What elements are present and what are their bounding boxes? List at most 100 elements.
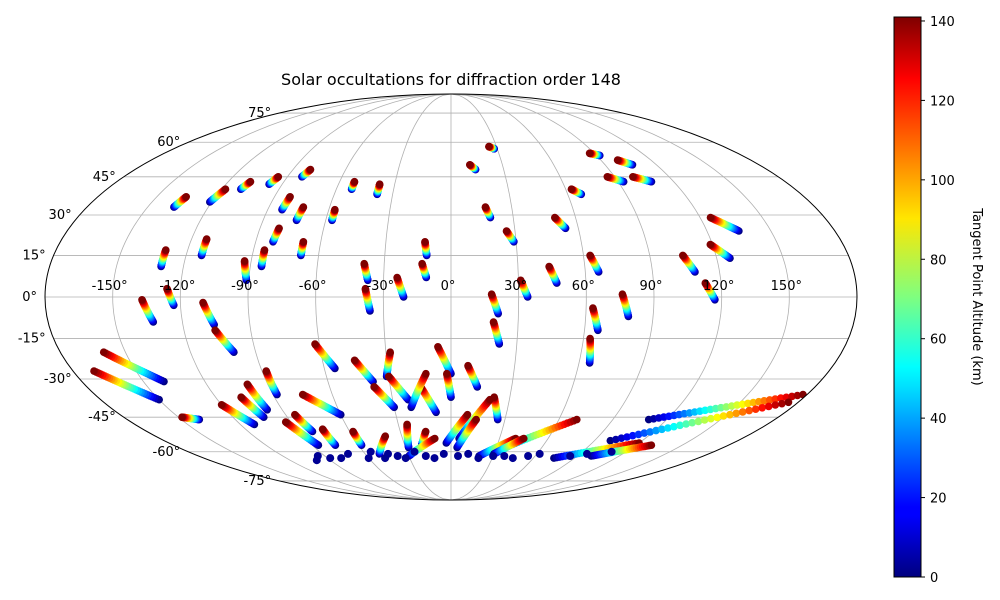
track-point bbox=[586, 251, 594, 260]
track-point bbox=[401, 454, 410, 463]
track-point bbox=[350, 177, 359, 186]
track-point bbox=[182, 193, 190, 201]
track-point bbox=[706, 213, 715, 222]
track-point bbox=[430, 454, 439, 463]
track-point bbox=[286, 193, 294, 201]
track-point bbox=[349, 427, 357, 436]
latitude-tick-label: -60° bbox=[153, 445, 181, 460]
track-point bbox=[573, 415, 581, 424]
latitude-tick-label: -45° bbox=[88, 410, 116, 425]
longitude-tick-label: -120° bbox=[159, 279, 195, 294]
track-point bbox=[520, 434, 528, 443]
track-point bbox=[418, 259, 426, 268]
colorbar-tick-label: 120 bbox=[930, 94, 955, 109]
track-point bbox=[472, 415, 481, 424]
track-point bbox=[237, 393, 245, 402]
longitude-tick-label: 60° bbox=[572, 279, 595, 294]
track-point bbox=[535, 449, 544, 458]
longitude-tick-label: -150° bbox=[92, 279, 128, 294]
track-point bbox=[502, 227, 511, 235]
track-point bbox=[211, 326, 219, 335]
track-point bbox=[508, 454, 517, 463]
track-point bbox=[178, 413, 186, 422]
track-point bbox=[784, 398, 793, 407]
longitude-tick-label: -60° bbox=[299, 279, 327, 294]
track-point bbox=[434, 343, 442, 351]
track-point bbox=[567, 185, 576, 193]
track-point bbox=[464, 361, 472, 370]
latitude-tick-label: -15° bbox=[18, 332, 46, 347]
track-point bbox=[738, 408, 747, 416]
track-point bbox=[311, 340, 319, 348]
track-point bbox=[486, 395, 494, 404]
colorbar-ticks: 0 20 40 60 80 100 120 140 bbox=[921, 15, 955, 586]
latitude-tick-label: 15° bbox=[23, 248, 46, 263]
track-point bbox=[463, 410, 472, 419]
track-point bbox=[481, 203, 490, 211]
track-point bbox=[281, 418, 290, 426]
track-point bbox=[707, 414, 715, 423]
track-point bbox=[524, 452, 533, 460]
track-point bbox=[551, 213, 559, 222]
map-area: -150° -120° -90° -60° -30° 0° 30° 60° 90° 120° 150… bbox=[18, 93, 858, 501]
colorbar-gradient bbox=[893, 16, 922, 578]
colorbar-tick-label: 140 bbox=[930, 15, 955, 30]
track-point bbox=[350, 356, 359, 365]
track-point bbox=[732, 409, 741, 418]
track-point bbox=[384, 372, 393, 381]
longitude-tick-label: 30° bbox=[504, 279, 527, 294]
track-point bbox=[713, 413, 721, 422]
latitude-tick-label: -75° bbox=[243, 474, 271, 489]
longitude-tick-label: 150° bbox=[771, 279, 802, 294]
track-point bbox=[360, 259, 369, 268]
track-point bbox=[199, 298, 207, 307]
track-point bbox=[326, 454, 335, 463]
longitude-tick-labels: -150° -120° -90° -60° -30° 0° 30° 60° 90° 120° 150… bbox=[92, 279, 802, 294]
track-point bbox=[500, 452, 509, 460]
latitude-tick-label: 60° bbox=[157, 135, 180, 150]
track-point bbox=[487, 290, 496, 299]
track-point bbox=[386, 348, 395, 357]
track-point bbox=[370, 383, 378, 391]
track-point bbox=[771, 401, 780, 409]
longitude-tick-label: -30° bbox=[366, 279, 394, 294]
track-point bbox=[607, 447, 616, 456]
track-point bbox=[566, 452, 575, 460]
track-point bbox=[393, 452, 402, 460]
track-point bbox=[464, 449, 473, 458]
track-point bbox=[758, 404, 766, 412]
track-point bbox=[618, 290, 627, 299]
track-point bbox=[489, 318, 498, 326]
track-point bbox=[217, 401, 226, 409]
track-point bbox=[443, 369, 451, 378]
track-point bbox=[306, 165, 315, 174]
track-point bbox=[240, 257, 249, 265]
track-point bbox=[799, 390, 807, 399]
track-point bbox=[585, 149, 594, 158]
track-point bbox=[318, 425, 327, 434]
chart-title: Solar occultations for diffraction order… bbox=[281, 70, 621, 89]
track-point bbox=[260, 246, 269, 254]
track-point bbox=[299, 238, 308, 246]
longitude-tick-label: 0° bbox=[441, 279, 456, 294]
colorbar-tick-label: 60 bbox=[930, 333, 947, 348]
track-point bbox=[745, 406, 753, 415]
track-point bbox=[384, 449, 392, 458]
track-point bbox=[700, 416, 709, 424]
track-point bbox=[583, 449, 591, 458]
track-point bbox=[421, 238, 429, 246]
track-point bbox=[439, 449, 448, 458]
track-point bbox=[719, 412, 728, 420]
colorbar-tick-label: 80 bbox=[930, 253, 947, 268]
track-point bbox=[275, 224, 283, 233]
track-point bbox=[726, 410, 734, 419]
latitude-tick-label: 30° bbox=[49, 208, 72, 223]
track-point bbox=[274, 173, 283, 181]
track-point bbox=[162, 246, 170, 254]
track-point bbox=[90, 367, 98, 375]
track-point bbox=[421, 452, 430, 460]
track-point bbox=[706, 240, 715, 249]
track-point bbox=[603, 173, 612, 181]
track-point bbox=[331, 205, 339, 214]
colorbar-tick-label: 20 bbox=[930, 492, 947, 507]
